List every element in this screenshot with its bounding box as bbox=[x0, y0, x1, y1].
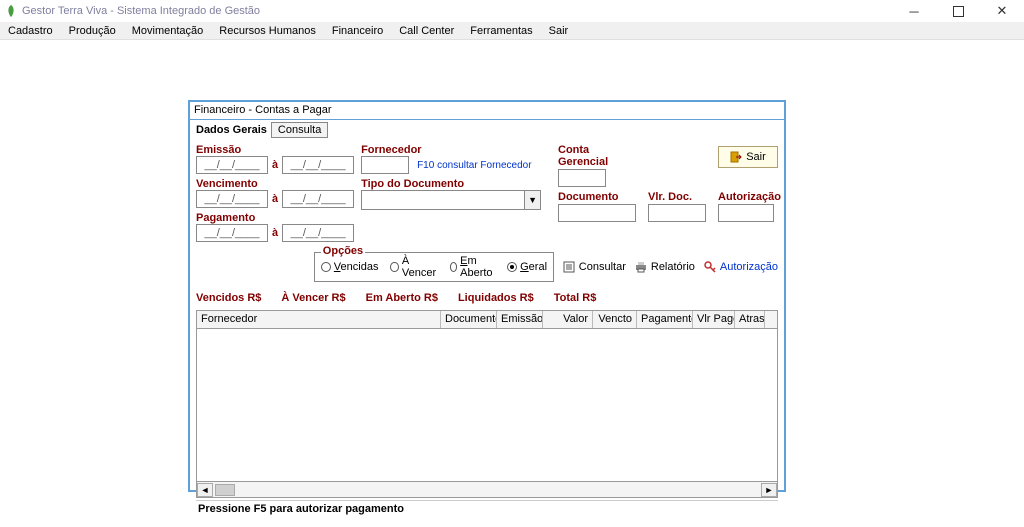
tabs-row: Dados Gerais Consulta bbox=[196, 122, 778, 138]
exit-icon bbox=[730, 151, 742, 163]
lbl-vlr-doc: Vlr. Doc. bbox=[648, 191, 710, 203]
key-icon bbox=[703, 260, 717, 274]
status-bar: Pressione F5 para autorizar pagamento bbox=[196, 500, 778, 517]
sair-button[interactable]: Sair bbox=[718, 146, 778, 168]
col-fornecedor[interactable]: Fornecedor bbox=[197, 311, 441, 328]
lbl-autorizacao: Autorização bbox=[718, 191, 778, 203]
lbl-emissao: Emissão bbox=[196, 144, 361, 156]
lbl-vencimento: Vencimento bbox=[196, 178, 361, 190]
sep-a-3: à bbox=[272, 227, 278, 239]
sep-a-1: à bbox=[272, 159, 278, 171]
fornecedor-input[interactable] bbox=[361, 156, 409, 174]
col-documento[interactable]: Documento bbox=[441, 311, 497, 328]
opcoes-legend: Opções bbox=[321, 245, 365, 257]
consultar-button[interactable]: Consultar bbox=[562, 260, 626, 274]
sep-a-2: à bbox=[272, 193, 278, 205]
maximize-button[interactable] bbox=[936, 0, 980, 22]
main-titlebar: Gestor Terra Viva - Sistema Integrado de… bbox=[0, 0, 1024, 22]
col-pagamento[interactable]: Pagamento bbox=[637, 311, 693, 328]
col-atras[interactable]: Atras bbox=[735, 311, 765, 328]
autorizacao-button[interactable]: Autorização bbox=[703, 260, 778, 274]
total-vencidos: Vencidos R$ bbox=[196, 292, 261, 304]
col-emissão[interactable]: Emissão bbox=[497, 311, 543, 328]
total-avencer: À Vencer R$ bbox=[281, 292, 345, 304]
close-button[interactable]: ✕ bbox=[980, 0, 1024, 22]
table-header: FornecedorDocumentoEmissãoValorVenctoPag… bbox=[197, 311, 777, 329]
printer-icon bbox=[634, 260, 648, 274]
lbl-documento: Documento bbox=[558, 191, 640, 203]
vencimento-from[interactable] bbox=[196, 190, 268, 208]
total-emaberto: Em Aberto R$ bbox=[366, 292, 438, 304]
menu-financeiro[interactable]: Financeiro bbox=[324, 25, 391, 37]
emissao-to[interactable] bbox=[282, 156, 354, 174]
totals-row: Vencidos R$ À Vencer R$ Em Aberto R$ Liq… bbox=[196, 292, 778, 304]
menu-movimentacao[interactable]: Movimentação bbox=[124, 25, 212, 37]
radio-emaberto[interactable]: Em Aberto bbox=[450, 255, 495, 279]
menu-rh[interactable]: Recursos Humanos bbox=[211, 25, 324, 37]
conta-ger-input[interactable] bbox=[558, 169, 606, 187]
scroll-right-icon[interactable]: ► bbox=[761, 483, 777, 497]
app-logo-icon bbox=[4, 4, 18, 18]
table-hscrollbar[interactable]: ◄ ► bbox=[196, 482, 778, 498]
scroll-left-icon[interactable]: ◄ bbox=[197, 483, 213, 497]
autorizacao-input[interactable] bbox=[718, 204, 774, 222]
child-window: Financeiro - Contas a Pagar Dados Gerais… bbox=[188, 100, 786, 492]
lbl-fornecedor: Fornecedor bbox=[361, 144, 558, 156]
vencimento-to[interactable] bbox=[282, 190, 354, 208]
tipo-doc-combo[interactable]: ▼ bbox=[361, 190, 541, 210]
total-geral: Total R$ bbox=[554, 292, 597, 304]
radio-vencidas[interactable]: Vencidas bbox=[321, 261, 379, 273]
vlrdoc-input[interactable] bbox=[648, 204, 706, 222]
minimize-button[interactable]: ─ bbox=[892, 0, 936, 22]
scroll-thumb[interactable] bbox=[215, 484, 235, 496]
tab-consulta[interactable]: Consulta bbox=[271, 122, 328, 138]
menu-sair[interactable]: Sair bbox=[541, 25, 577, 37]
radio-geral[interactable]: Geral bbox=[507, 261, 547, 273]
chevron-down-icon: ▼ bbox=[524, 191, 540, 209]
menu-producao[interactable]: Produção bbox=[61, 25, 124, 37]
app-title: Gestor Terra Viva - Sistema Integrado de… bbox=[22, 5, 260, 17]
sair-label: Sair bbox=[746, 151, 766, 163]
main-menubar: Cadastro Produção Movimentação Recursos … bbox=[0, 22, 1024, 40]
radio-avencer[interactable]: À Vencer bbox=[390, 255, 437, 279]
hint-fornecedor: F10 consultar Fornecedor bbox=[417, 160, 532, 171]
pagamento-from[interactable] bbox=[196, 224, 268, 242]
lbl-tipo-doc: Tipo do Documento bbox=[361, 178, 558, 190]
total-liquidados: Liquidados R$ bbox=[458, 292, 534, 304]
col-valor[interactable]: Valor bbox=[543, 311, 593, 328]
col-vencto[interactable]: Vencto bbox=[593, 311, 637, 328]
documento-input[interactable] bbox=[558, 204, 636, 222]
menu-ferramentas[interactable]: Ferramentas bbox=[462, 25, 540, 37]
table-body bbox=[197, 329, 777, 481]
consultar-icon bbox=[562, 260, 576, 274]
lbl-conta-ger: Conta Gerencial bbox=[558, 144, 640, 168]
col-vlr pago[interactable]: Vlr Pago bbox=[693, 311, 735, 328]
tab-dados-gerais[interactable]: Dados Gerais bbox=[196, 124, 267, 136]
relatorio-button[interactable]: Relatório bbox=[634, 260, 695, 274]
menu-callcenter[interactable]: Call Center bbox=[391, 25, 462, 37]
results-table: FornecedorDocumentoEmissãoValorVenctoPag… bbox=[196, 310, 778, 482]
pagamento-to[interactable] bbox=[282, 224, 354, 242]
lbl-pagamento: Pagamento bbox=[196, 212, 361, 224]
menu-cadastro[interactable]: Cadastro bbox=[0, 25, 61, 37]
child-title: Financeiro - Contas a Pagar bbox=[190, 102, 784, 120]
opcoes-group: Opções Vencidas À Vencer Em Aberto Geral bbox=[314, 252, 554, 282]
emissao-from[interactable] bbox=[196, 156, 268, 174]
